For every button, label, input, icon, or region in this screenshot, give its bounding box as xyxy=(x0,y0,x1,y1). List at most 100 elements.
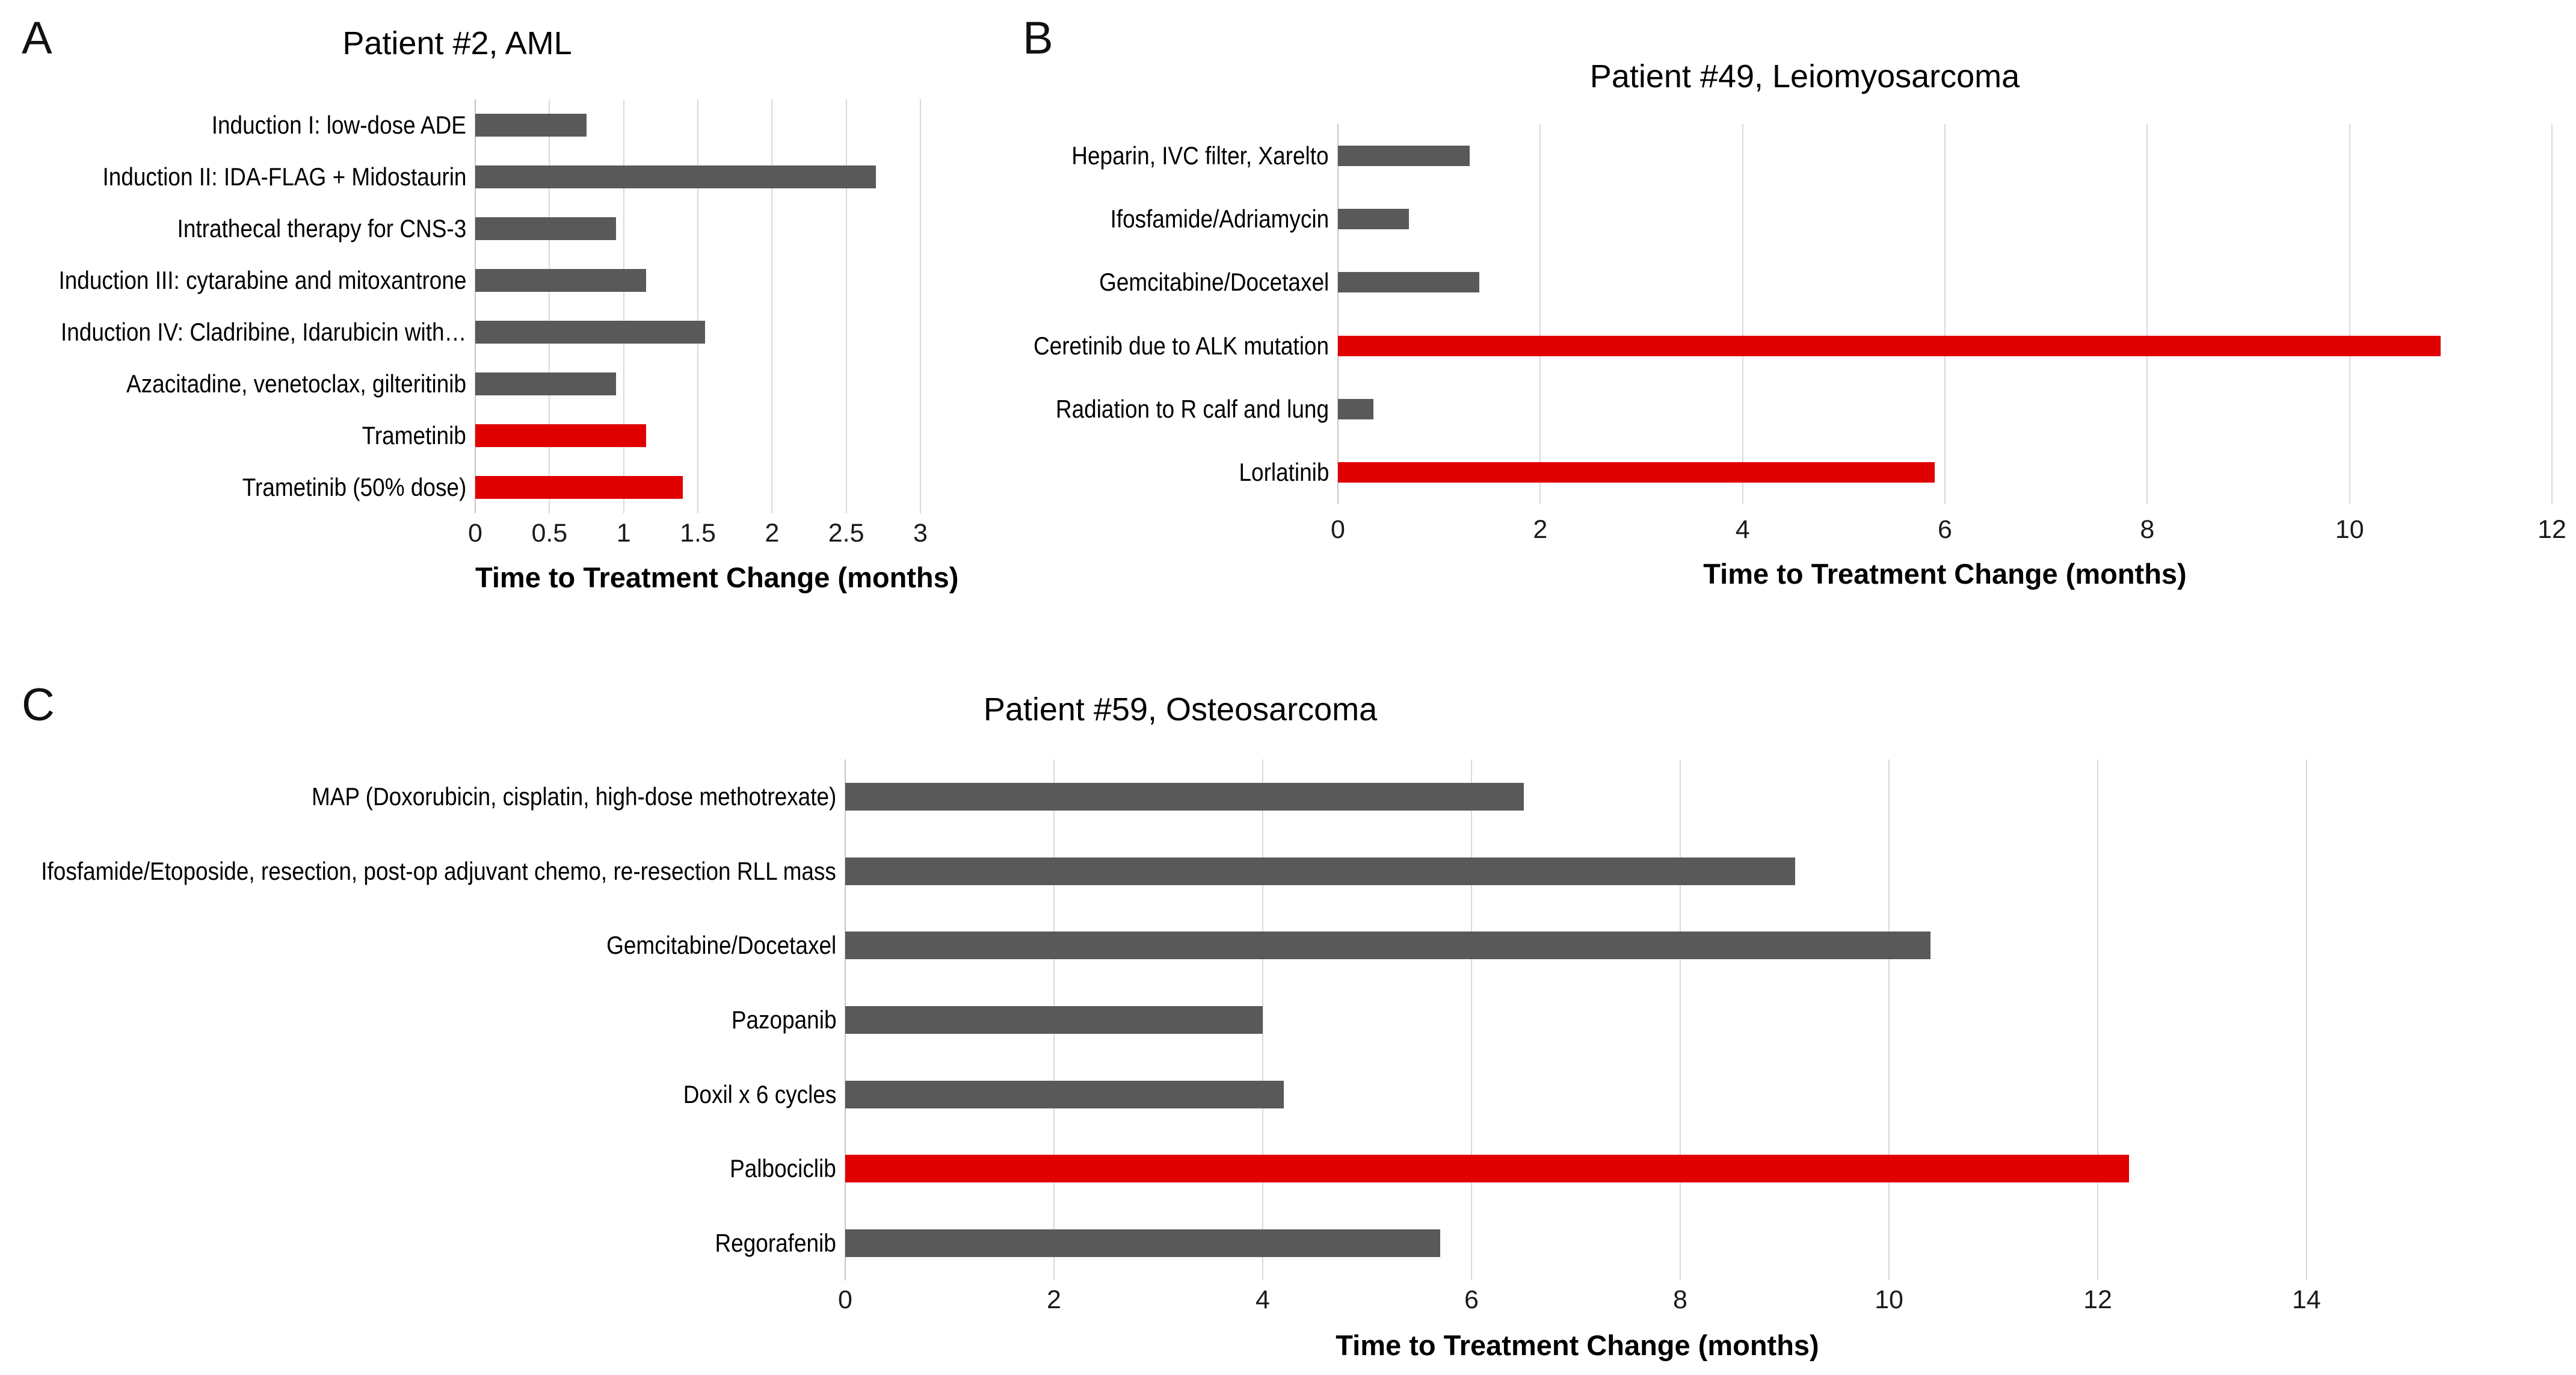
category-row: Ifosfamide/Etoposide, resection, post-op… xyxy=(36,834,836,909)
category-row: Induction III: cytarabine and mitoxantro… xyxy=(36,255,466,306)
bar xyxy=(1338,398,1373,419)
panel-c-plot-area xyxy=(845,759,2515,1281)
x-tick-label: 10 xyxy=(2335,515,2364,544)
bar xyxy=(475,217,617,240)
axis-zero-line xyxy=(475,99,476,513)
panel-b-x-axis-title: Time to Treatment Change (months) xyxy=(1703,558,2187,590)
panel-c-letter: C xyxy=(22,679,55,731)
gridline xyxy=(2146,124,2148,504)
category-row: Intrathecal therapy for CNS-3 xyxy=(36,203,466,255)
x-tick-label: 0 xyxy=(468,519,482,548)
x-tick-label: 12 xyxy=(2083,1285,2112,1314)
bar-row xyxy=(845,1206,2515,1281)
bar-row xyxy=(1338,187,2552,250)
x-tick-label: 10 xyxy=(1875,1285,1903,1314)
x-tick-label: 0.5 xyxy=(531,519,568,548)
bar xyxy=(475,269,646,292)
bar-row xyxy=(475,410,920,462)
x-tick-label: 1 xyxy=(616,519,631,548)
bar-row xyxy=(475,358,920,410)
category-row: Pazopanib xyxy=(36,983,836,1057)
gridline xyxy=(1539,124,1541,504)
panel-a-category-labels: Induction I: low-dose ADE Induction II: I… xyxy=(36,99,466,513)
category-row: Radiation to R calf and lung xyxy=(878,377,1329,440)
category-row: Ifosfamide/Adriamycin xyxy=(878,187,1329,250)
gridline xyxy=(2349,124,2350,504)
bar xyxy=(1338,272,1480,293)
gridline xyxy=(623,99,624,513)
bar-rows xyxy=(845,759,2515,1281)
x-tick-label: 2.5 xyxy=(828,519,864,548)
bar xyxy=(845,782,1524,811)
bar xyxy=(845,1006,1263,1034)
category-label: Ifosfamide/Adriamycin xyxy=(1110,204,1329,233)
category-row: Gemcitabine/Docetaxel xyxy=(878,251,1329,314)
gridline xyxy=(1262,759,1263,1281)
bar-row xyxy=(475,462,920,513)
panel-a-plot-area xyxy=(475,99,921,513)
category-label: Ceretinib due to ALK mutation xyxy=(1033,331,1329,360)
bar-highlighted xyxy=(475,424,646,447)
category-row: Heparin, IVC filter, Xarelto xyxy=(878,124,1329,187)
bar xyxy=(1338,145,1470,166)
category-label: Regorafenib xyxy=(715,1229,836,1258)
gridline xyxy=(1944,124,1946,504)
axis-zero-line xyxy=(1337,124,1339,504)
category-row: Gemcitabine/Docetaxel xyxy=(36,908,836,983)
category-label: Trametinib xyxy=(362,421,466,450)
x-tick-label: 3 xyxy=(913,519,928,548)
x-tick-label: 6 xyxy=(1938,515,1952,544)
bar-row xyxy=(1338,124,2552,187)
x-tick-label: 2 xyxy=(1047,1285,1061,1314)
panel-c-x-axis-ticks: 0 2 4 6 8 10 12 14 xyxy=(838,1283,2515,1317)
category-row: Trametinib (50% dose) xyxy=(36,462,466,513)
gridline xyxy=(2097,759,2098,1281)
category-row: MAP (Doxorubicin, cisplatin, high-dose m… xyxy=(36,759,836,834)
category-row: Palbociclib xyxy=(36,1132,836,1207)
category-row: Regorafenib xyxy=(36,1206,836,1281)
bar-row xyxy=(845,1057,2515,1132)
x-tick-label: 12 xyxy=(2537,515,2566,544)
gridline xyxy=(1888,759,1890,1281)
bar xyxy=(475,165,876,188)
gridline xyxy=(1471,759,1472,1281)
category-label: Gemcitabine/Docetaxel xyxy=(606,931,836,960)
category-label: Heparin, IVC filter, Xarelto xyxy=(1071,141,1329,170)
bar-row xyxy=(845,908,2515,983)
gridline xyxy=(920,99,921,513)
category-label: Palbociclib xyxy=(730,1154,836,1183)
category-row: Doxil x 6 cycles xyxy=(36,1057,836,1132)
category-row: Induction II: IDA-FLAG + Midostaurin xyxy=(36,151,466,203)
category-row: Trametinib xyxy=(36,410,466,462)
panel-c-category-labels: MAP (Doxorubicin, cisplatin, high-dose m… xyxy=(36,759,836,1281)
gridline xyxy=(2551,124,2553,504)
bar xyxy=(845,932,1931,960)
category-label: Lorlatinib xyxy=(1239,458,1329,487)
bar-rows xyxy=(1338,124,2552,504)
panel-b-plot-area xyxy=(1337,124,2553,504)
bar-row xyxy=(1338,314,2552,377)
bar-highlighted xyxy=(1338,335,2441,356)
gridline xyxy=(549,99,550,513)
bar xyxy=(475,321,706,344)
x-tick-label: 4 xyxy=(1256,1285,1270,1314)
gridline xyxy=(1680,759,1681,1281)
gridline xyxy=(2306,759,2307,1281)
category-label: Ifosfamide/Etoposide, resection, post-op… xyxy=(41,856,836,885)
gridline xyxy=(697,99,698,513)
bar-row xyxy=(1338,251,2552,314)
panel-b-title: Patient #49, Leiomyosarcoma xyxy=(1589,58,2020,94)
panel-a-x-axis-title: Time to Treatment Change (months) xyxy=(475,561,959,593)
category-label: Gemcitabine/Docetaxel xyxy=(1098,268,1329,297)
bar xyxy=(845,1080,1284,1108)
category-label: Induction IV: Cladribine, Idarubicin wit… xyxy=(60,318,466,346)
bar-row xyxy=(845,759,2515,834)
bar xyxy=(845,857,1795,885)
category-row: Ceretinib due to ALK mutation xyxy=(878,314,1329,377)
category-row: Azacitadine, venetoclax, gilteritinib xyxy=(36,358,466,410)
bar-row xyxy=(845,834,2515,909)
gridline xyxy=(771,99,773,513)
category-row: Induction IV: Cladribine, Idarubicin wit… xyxy=(36,306,466,358)
x-tick-label: 4 xyxy=(1735,515,1750,544)
panel-c-title: Patient #59, Osteosarcoma xyxy=(983,691,1378,728)
